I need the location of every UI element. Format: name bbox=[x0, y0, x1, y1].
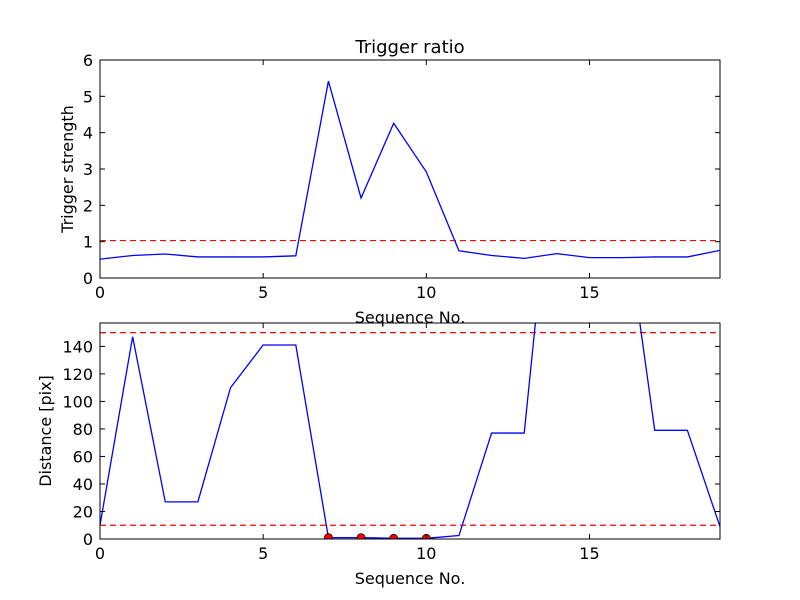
x-tick-label: 5 bbox=[258, 544, 268, 563]
series-line bbox=[100, 80, 720, 260]
y-tick-label: 2 bbox=[83, 196, 93, 215]
distance-panel: Sequence No. Distance [pix] 0 5 10 15 0 20 40 6… bbox=[36, 322, 721, 588]
y-tick-label: 40 bbox=[73, 475, 93, 494]
y-tick-label: 20 bbox=[73, 502, 93, 521]
axes-frame bbox=[99, 59, 721, 279]
y-tick-label: 1 bbox=[83, 233, 93, 252]
chart-title: Trigger ratio bbox=[354, 37, 464, 58]
y-tick-label: 80 bbox=[73, 420, 93, 439]
ticks: 0 5 10 15 0 1 2 3 4 5 6 bbox=[83, 51, 720, 302]
y-tick-label: 0 bbox=[83, 269, 93, 288]
x-tick-label: 10 bbox=[416, 544, 436, 563]
x-tick-label: 10 bbox=[416, 283, 436, 302]
y-tick-label: 140 bbox=[62, 337, 93, 356]
y-tick-label: 100 bbox=[62, 392, 93, 411]
y-tick-label: 0 bbox=[83, 530, 93, 549]
y-tick-label: 120 bbox=[62, 365, 93, 384]
y-tick-label: 60 bbox=[73, 447, 93, 466]
plot-area bbox=[100, 323, 720, 539]
x-tick-label: 0 bbox=[95, 544, 105, 563]
data-point-marker bbox=[389, 533, 399, 539]
x-tick-label: 15 bbox=[579, 544, 599, 563]
y-tick-label: 6 bbox=[83, 51, 93, 70]
data-point-marker bbox=[324, 533, 333, 539]
y-tick-label: 4 bbox=[83, 124, 93, 143]
y-axis-label: Distance [pix] bbox=[36, 375, 55, 487]
axes-frame bbox=[99, 322, 721, 540]
data-point-marker bbox=[356, 533, 366, 539]
y-axis-label: Trigger strength bbox=[58, 105, 77, 234]
x-tick-label: 15 bbox=[579, 283, 599, 302]
x-tick-label: 5 bbox=[258, 283, 268, 302]
series-line bbox=[100, 323, 720, 539]
x-axis-label: Sequence No. bbox=[355, 308, 466, 327]
ticks: 0 5 10 15 0 20 40 60 80 100 120 140 bbox=[62, 323, 720, 563]
y-tick-label: 3 bbox=[83, 160, 93, 179]
plot-area bbox=[100, 80, 720, 260]
x-tick-label: 0 bbox=[95, 283, 105, 302]
trigger-ratio-panel: Trigger ratio Sequence No. Trigger stren… bbox=[58, 37, 721, 327]
y-tick-label: 5 bbox=[83, 87, 93, 106]
x-axis-label: Sequence No. bbox=[355, 569, 466, 588]
